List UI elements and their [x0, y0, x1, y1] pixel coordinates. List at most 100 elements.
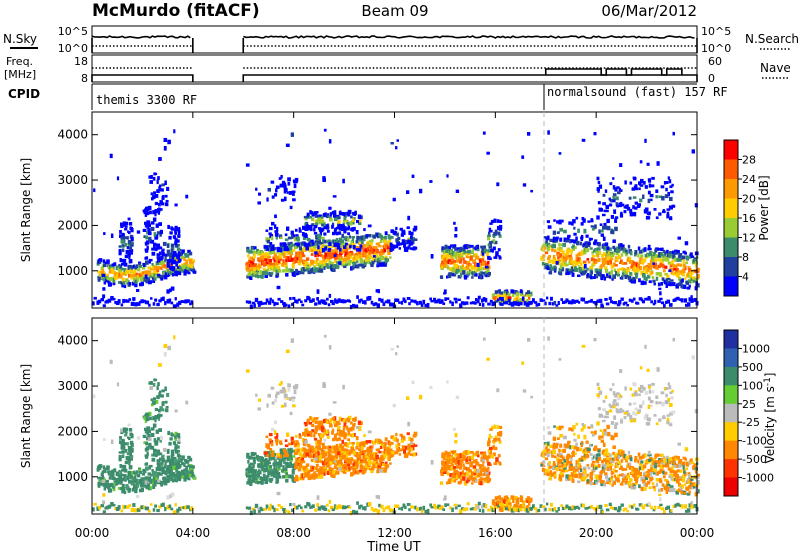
power-cell: [165, 272, 170, 277]
velocity-cell: [138, 470, 143, 474]
power-cell: [347, 209, 352, 215]
power-cell: [690, 298, 694, 303]
velocity-cell: [107, 485, 111, 490]
velocity-cell: [158, 393, 162, 397]
velocity-cell: [312, 474, 317, 479]
power-cell: [384, 235, 387, 240]
power-cell: [616, 271, 620, 275]
power-cell: [396, 298, 400, 303]
velocity-cell: [442, 466, 446, 471]
power-cell: [668, 217, 673, 221]
power-cell: [156, 231, 161, 235]
power-cell: [166, 289, 170, 294]
power-cell: [349, 244, 352, 249]
velocity-cell: [317, 424, 321, 428]
velocity-cell: [311, 466, 316, 470]
power-cell: [252, 258, 255, 262]
velocity-cell: [447, 479, 452, 485]
velocity-cell: [335, 470, 340, 475]
power-cell: [512, 301, 517, 306]
power-cell: [617, 249, 621, 253]
velocity-cell: [471, 454, 475, 460]
power-cell: [642, 273, 646, 278]
velocity-cell: [451, 474, 456, 479]
power-cell: [301, 251, 305, 255]
power-cell: [616, 204, 619, 208]
power-cell: [334, 251, 338, 255]
power-cell: [248, 249, 252, 254]
power-cell: [126, 246, 129, 250]
velocity-cell: [410, 437, 414, 442]
velocity-cell: [294, 461, 298, 466]
power-cell: [657, 299, 661, 303]
velocity-cell: [381, 456, 386, 459]
velocity-cell: [170, 454, 174, 457]
power-cell: [570, 259, 574, 264]
power-cell: [305, 257, 310, 261]
power-cell: [609, 199, 614, 203]
velocity-cell: [122, 467, 126, 472]
power-cell: [248, 271, 251, 274]
velocity-cell: [177, 472, 180, 475]
power-cell: [653, 252, 656, 255]
power-cell: [130, 236, 134, 242]
power-cell: [103, 280, 106, 285]
power-cell: [328, 240, 332, 243]
power-cell: [634, 184, 638, 188]
velocity-cell: [455, 469, 458, 474]
power-cell: [110, 267, 114, 271]
velocity-cell: [352, 471, 356, 475]
power-cell: [644, 297, 648, 301]
velocity-cell: [187, 455, 191, 460]
ytick-label: 1000: [57, 264, 88, 278]
velocity-cell: [382, 463, 386, 467]
power-cell: [178, 300, 182, 305]
power-cell: [582, 260, 587, 264]
power-cell: [633, 177, 637, 181]
power-cell: [670, 271, 674, 275]
power-cell: [331, 224, 334, 229]
noise-traces: [91, 35, 698, 53]
power-cell: [457, 268, 460, 272]
power-cell: [311, 260, 316, 264]
power-cell: [451, 251, 456, 256]
velocity-cell: [156, 449, 160, 453]
power-cell: [151, 276, 155, 280]
velocity-cell: [251, 473, 255, 478]
velocity-cell: [394, 450, 398, 455]
power-cell: [648, 180, 652, 183]
velocity-cell: [113, 468, 117, 473]
power-cell: [573, 260, 576, 264]
power-cell: [633, 185, 638, 190]
power-cell: [347, 222, 350, 227]
power-cell: [386, 299, 391, 304]
power-cell: [622, 269, 625, 273]
power-cell: [161, 252, 165, 256]
power-cell: [190, 261, 194, 266]
power-cell: [549, 264, 553, 269]
power-cell: [500, 297, 504, 302]
power-cell: [489, 222, 493, 225]
velocity-cell: [269, 464, 272, 469]
velocity-cell: [330, 457, 334, 462]
velocity-cell: [283, 471, 288, 474]
power-cell: [298, 227, 301, 232]
velocity-cell: [276, 479, 279, 483]
velocity-cell: [412, 452, 416, 457]
velocity-cell: [279, 440, 283, 445]
power-cell: [493, 234, 496, 239]
power-cell: [611, 278, 614, 281]
power-cell: [667, 277, 671, 281]
power-cell: [365, 257, 369, 263]
power-cell: [190, 268, 194, 272]
power-cell: [131, 265, 134, 270]
power-cell: [430, 254, 434, 259]
power-cell: [367, 224, 372, 228]
velocity-cell: [165, 478, 170, 483]
power-cell: [311, 212, 314, 217]
power-cell: [313, 265, 317, 269]
velocity-cell: [384, 461, 388, 465]
power-cell: [167, 139, 171, 145]
power-cell: [286, 226, 290, 231]
velocity-cell: [365, 440, 370, 444]
